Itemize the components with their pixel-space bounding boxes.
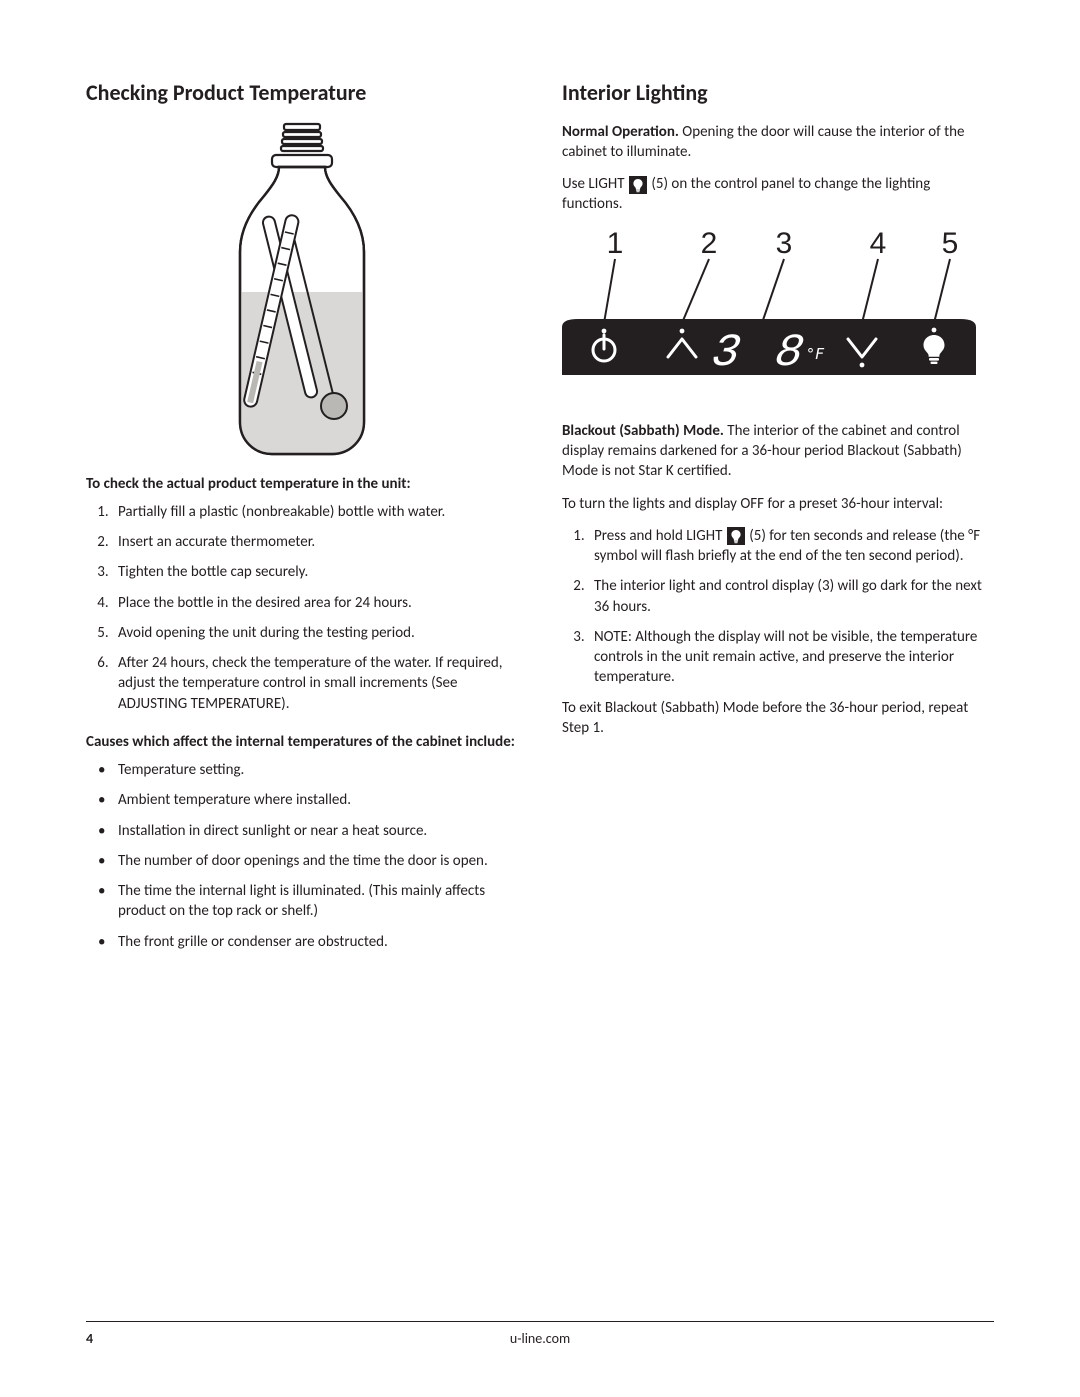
light-icon <box>727 527 745 545</box>
left-sub1: To check the actual product temperature … <box>86 474 518 494</box>
page-body: Checking Product Temperature <box>0 0 1080 962</box>
panel-unit: °F <box>806 345 825 363</box>
light-icon <box>629 176 647 194</box>
panel-label-5: 5 <box>942 227 959 260</box>
panel-label-1: 1 <box>607 227 624 260</box>
list-item: Temperature setting. <box>112 760 518 780</box>
right-heading: Interior Lighting <box>562 78 994 108</box>
blackout-intro: To turn the lights and display OFF for a… <box>562 494 994 514</box>
left-heading: Checking Product Temperature <box>86 78 518 108</box>
bottle-illustration <box>86 122 518 456</box>
list-item: The time the internal light is illuminat… <box>112 881 518 922</box>
use-light-paragraph: Use LIGHT (5) on the control panel to ch… <box>562 174 994 215</box>
page-footer: 4 u-line.com <box>86 1321 994 1349</box>
list-item: The number of door openings and the time… <box>112 851 518 871</box>
list-item: Press and hold LIGHT (5) for ten seconds… <box>588 526 994 567</box>
footer-site: u-line.com <box>86 1330 994 1349</box>
control-panel-diagram: 1 2 3 4 5 <box>562 227 994 393</box>
blackout-paragraph: Blackout (Sabbath) Mode. The interior of… <box>562 421 994 482</box>
panel-display: 3 8 <box>709 327 811 379</box>
panel-label-3: 3 <box>776 227 793 260</box>
normal-op-paragraph: Normal Operation. Opening the door will … <box>562 122 994 163</box>
right-column: Interior Lighting Normal Operation. Open… <box>562 78 994 962</box>
use-light-pre: Use LIGHT <box>562 175 628 193</box>
blackout-step1-pre: Press and hold LIGHT <box>594 527 726 545</box>
list-item: Place the bottle in the desired area for… <box>112 593 518 613</box>
panel-label-2: 2 <box>701 227 718 260</box>
list-item: NOTE: Although the display will not be v… <box>588 627 994 688</box>
list-item: The front grille or condenser are obstru… <box>112 932 518 952</box>
list-item: The interior light and control display (… <box>588 576 994 617</box>
blackout-exit: To exit Blackout (Sabbath) Mode before t… <box>562 698 994 739</box>
normal-op-bold: Normal Operation. <box>562 123 679 141</box>
list-item: After 24 hours, check the temperature of… <box>112 653 518 714</box>
list-item: Tighten the bottle cap securely. <box>112 562 518 582</box>
list-item: Partially fill a plastic (nonbreakable) … <box>112 502 518 522</box>
list-item: Installation in direct sunlight or near … <box>112 821 518 841</box>
causes-list: Temperature setting. Ambient temperature… <box>86 760 518 952</box>
control-panel-icon: 1 2 3 4 5 <box>562 227 976 387</box>
blackout-bold: Blackout (Sabbath) Mode. <box>562 422 724 440</box>
blackout-steps: Press and hold LIGHT (5) for ten seconds… <box>562 526 994 688</box>
list-item: Ambient temperature where installed. <box>112 790 518 810</box>
left-column: Checking Product Temperature <box>86 78 518 962</box>
panel-label-4: 4 <box>870 227 887 260</box>
list-item: Avoid opening the unit during the testin… <box>112 623 518 643</box>
list-item: Insert an accurate thermometer. <box>112 532 518 552</box>
left-sub2: Causes which affect the internal tempera… <box>86 732 518 752</box>
bottle-icon <box>226 122 378 456</box>
check-steps: Partially fill a plastic (nonbreakable) … <box>86 502 518 714</box>
